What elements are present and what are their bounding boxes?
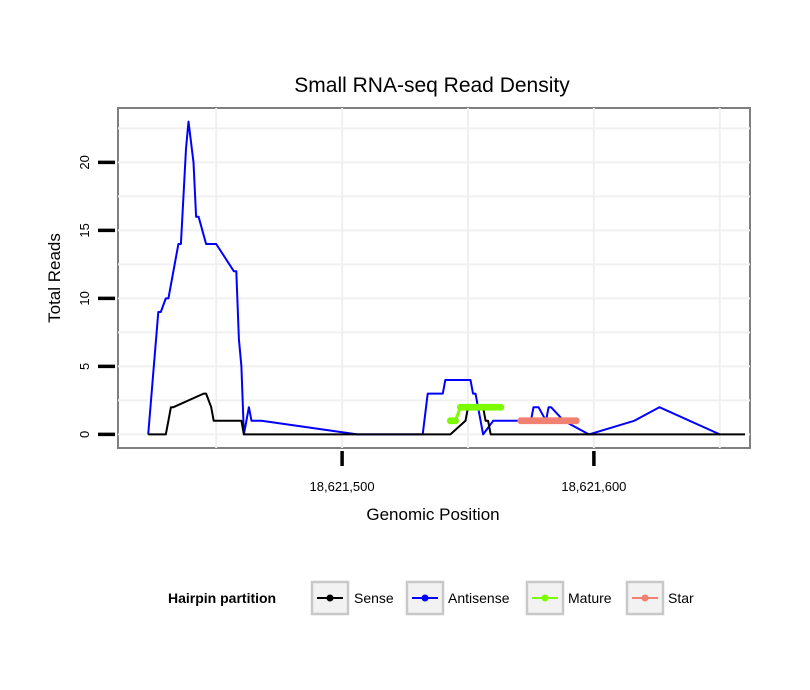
data-point-mature [451,417,459,425]
y-tick-label: 5 [77,363,92,370]
x-tick-label: 18,621,500 [310,479,375,494]
series-layer [147,120,745,436]
series-line-sense [148,392,745,436]
legend-label-antisense: Antisense [448,590,510,606]
legend-key-point-antisense [421,594,429,602]
x-axis: 18,621,500 18,621,600 [310,451,626,494]
legend-key-point-mature [541,594,549,602]
plot-panel [117,107,751,449]
x-tick-label: 18,621,600 [561,479,626,494]
y-tick-label: 15 [77,223,92,237]
y-axis-title: Total Reads [45,233,64,323]
y-tick-label: 10 [77,291,92,305]
chart-title: Small RNA-seq Read Density [294,74,570,97]
data-point-star [572,417,580,425]
legend-label-sense: Sense [354,590,394,606]
x-axis-title: Genomic Position [366,505,499,524]
legend-label-star: Star [668,590,694,606]
legend-title: Hairpin partition [168,590,276,606]
legend-label-mature: Mature [568,590,612,606]
legend-key-point-sense [326,594,334,602]
y-tick-label: 20 [77,155,92,169]
data-point-mature [497,403,505,411]
legend-key-point-star [641,594,649,602]
grid-lines [118,108,750,448]
y-axis: 0 5 10 15 20 [77,155,115,438]
legend: Hairpin partition Sense Antisense Mature St… [168,580,694,616]
y-tick-label: 0 [77,431,92,438]
series-line-antisense [147,120,721,436]
